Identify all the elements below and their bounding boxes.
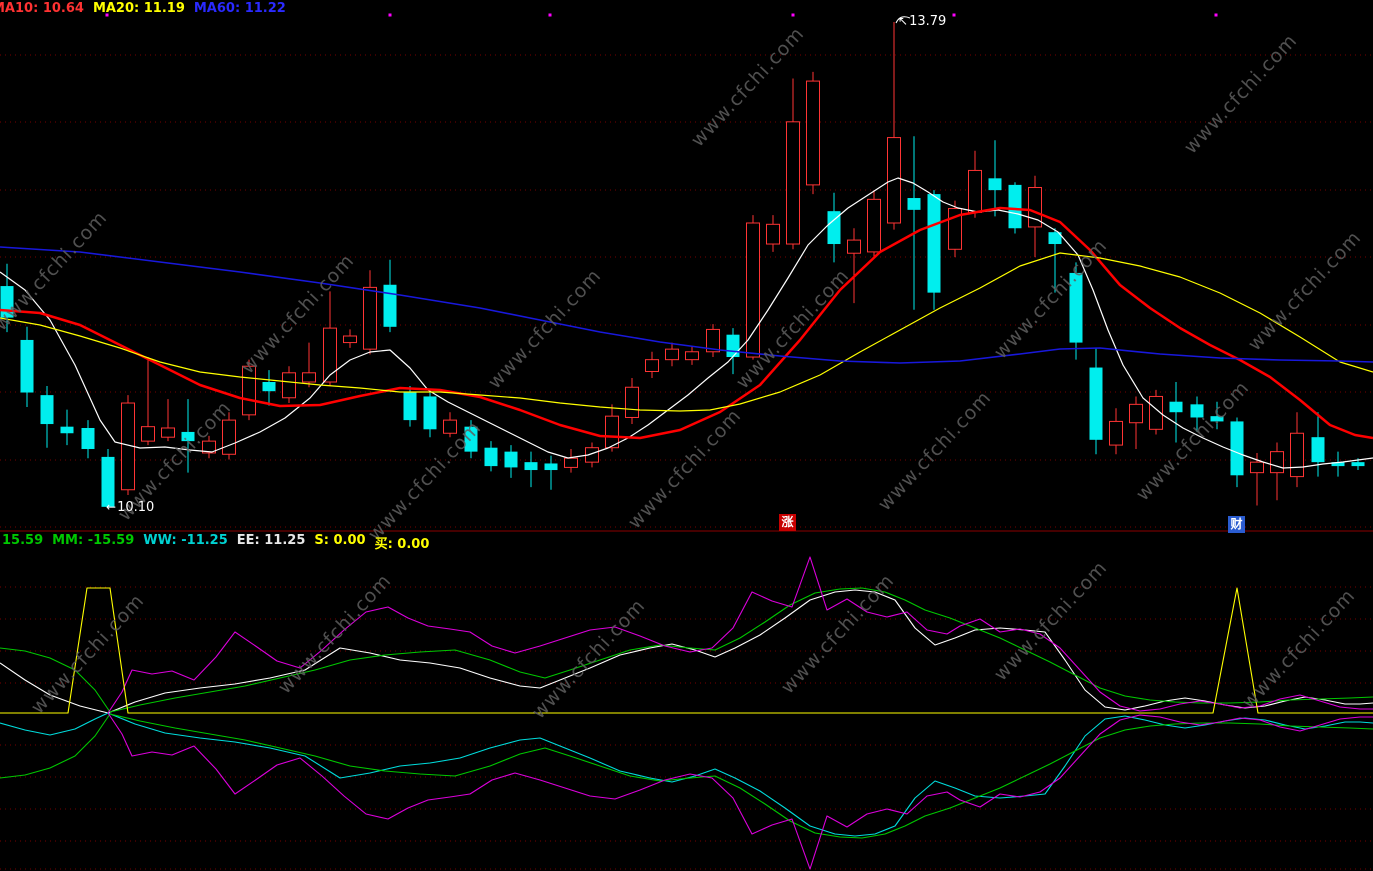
high-price-annotation: ↖13.79: [898, 14, 946, 29]
indicator-s-label: S: 0.00: [314, 533, 366, 548]
curve-arrow-icon: ↖: [898, 14, 909, 28]
annotation-leader: [895, 16, 911, 24]
ma10-label: MA10: 10.64: [0, 1, 84, 16]
indicator-ww-label: WW: -11.25: [143, 533, 228, 548]
indicator-series: [0, 556, 1373, 870]
signal-dots: [105, 13, 1218, 17]
ma-labels-row: MA10: 10.64 MA20: 11.19 MA60: 11.22: [0, 1, 286, 16]
low-price-value: 10.10: [117, 500, 155, 515]
arrow-left-icon: ←: [106, 500, 117, 514]
marker-badge-rise: 涨: [779, 514, 796, 531]
gridlines: [0, 54, 1373, 870]
ma20-label: MA20: 11.19: [92, 1, 185, 16]
low-price-annotation: ←10.10: [106, 500, 154, 515]
indicator-labels-row: 15.59 MM: -15.59 WW: -11.25 EE: 11.25 S:…: [2, 533, 429, 552]
moving-average-lines: [0, 177, 1373, 469]
indicator-ee-label: EE: 11.25: [236, 533, 306, 548]
marker-badge-wealth: 财: [1228, 516, 1245, 533]
candlestick-series: [0, 21, 1365, 507]
indicator-buy-label: 买: 0.00: [374, 537, 430, 552]
high-price-value: 13.79: [909, 14, 947, 29]
indicator-mm-label: MM: -15.59: [52, 533, 135, 548]
indicator-value-cutoff: 15.59: [2, 533, 44, 548]
ma60-label: MA60: 11.22: [193, 1, 286, 16]
